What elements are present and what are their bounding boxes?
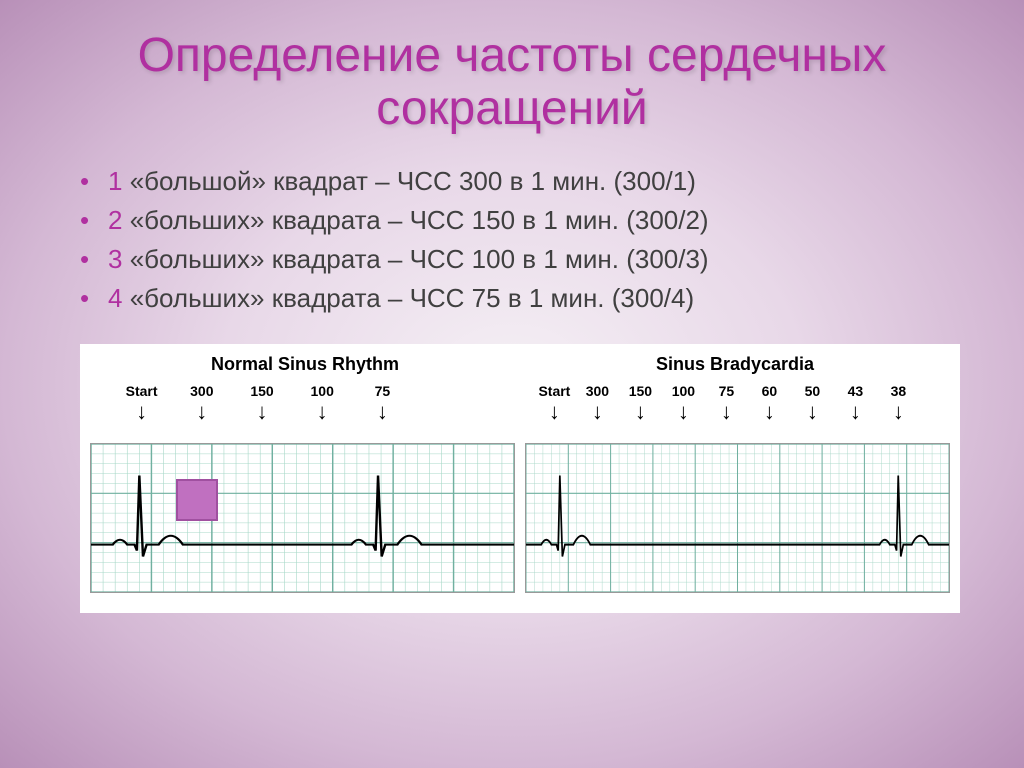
rate-arrow: 100↓	[311, 383, 334, 423]
rate-arrow: 150↓	[629, 383, 652, 423]
rate-arrow: Start↓	[538, 383, 570, 423]
rate-arrow: 75↓	[375, 383, 391, 423]
rate-arrow: 300↓	[586, 383, 609, 423]
ecg-strips	[90, 443, 950, 593]
bullet-item: 4 «больших» квадрата – ЧСС 75 в 1 мин. (…	[80, 283, 974, 314]
rate-arrow: 100↓	[672, 383, 695, 423]
ecg-strip-right	[525, 443, 950, 593]
slide: Определение частоты сердечных сокращений…	[0, 0, 1024, 768]
rate-arrow: 38↓	[891, 383, 907, 423]
highlight-box	[176, 479, 218, 521]
bullet-item: 1 «большой» квадрат – ЧСС 300 в 1 мин. (…	[80, 166, 974, 197]
rate-arrow: 75↓	[719, 383, 735, 423]
arrow-group-right: Start↓ 300↓ 150↓ 100↓ 75↓ 60↓ 50↓ 43↓ 38↓	[520, 383, 950, 443]
slide-title: Определение частоты сердечных сокращений	[50, 30, 974, 136]
arrow-group-left: Start↓ 300↓ 150↓ 100↓ 75↓	[90, 383, 520, 443]
rate-arrow: 43↓	[848, 383, 864, 423]
ecg-strip-left	[90, 443, 515, 593]
ecg-right-label: Sinus Bradycardia	[520, 354, 950, 375]
bullet-item: 2 «больших» квадрата – ЧСС 150 в 1 мин. …	[80, 205, 974, 236]
ecg-header-row: Normal Sinus Rhythm Sinus Bradycardia	[90, 354, 950, 375]
rate-arrow: 150↓	[250, 383, 273, 423]
rate-arrow: Start↓	[126, 383, 158, 423]
bullet-list: 1 «большой» квадрат – ЧСС 300 в 1 мин. (…	[80, 166, 974, 314]
rate-arrow: 300↓	[190, 383, 213, 423]
ecg-diagram: Normal Sinus Rhythm Sinus Bradycardia St…	[80, 344, 960, 613]
ecg-left-label: Normal Sinus Rhythm	[90, 354, 520, 375]
arrow-row: Start↓ 300↓ 150↓ 100↓ 75↓ Start↓ 300↓ 150↓ 100↓…	[90, 383, 950, 443]
rate-arrow: 60↓	[762, 383, 778, 423]
rate-arrow: 50↓	[805, 383, 821, 423]
bullet-item: 3 «больших» квадрата – ЧСС 100 в 1 мин. …	[80, 244, 974, 275]
